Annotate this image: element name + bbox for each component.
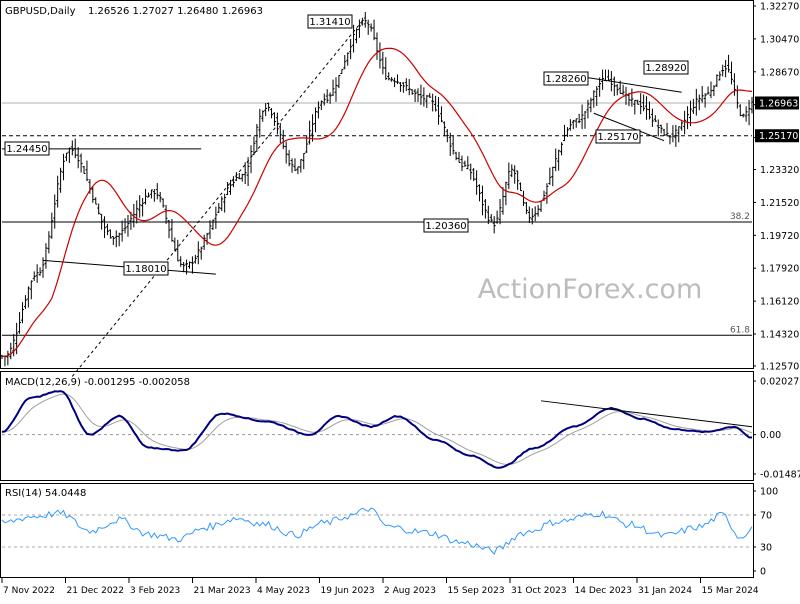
- current-price-label: 1.26963: [759, 98, 798, 109]
- y-tick-label: 1.17920: [760, 264, 799, 275]
- x-tick-label: 31 Jan 2024: [638, 586, 692, 596]
- annotation-label: 1.28920: [645, 63, 686, 74]
- rsi-panel-frame: [0, 483, 754, 578]
- x-tick-label: 15 Sep 2023: [448, 586, 505, 596]
- annotation-box: [307, 14, 353, 29]
- annotation-label: 1.31410: [309, 17, 350, 28]
- rsi-y-tick-label: 0: [760, 567, 766, 578]
- macd-series: 0.02027 0.00 -0.014877: [1, 377, 800, 480]
- y-tick-label: 1.23320: [760, 165, 799, 176]
- price-annotation-3: 1.20360: [423, 218, 469, 233]
- price-y-axis: 1.322701.304701.286701.268701.250701.233…: [753, 2, 799, 373]
- channel-bottom-line: [593, 112, 665, 142]
- annotation-box: [123, 261, 169, 276]
- x-tick-label: 21 Dec 2022: [67, 586, 125, 596]
- price-panel-frame: [0, 0, 754, 369]
- x-tick-label: 31 Oct 2023: [511, 586, 567, 596]
- price-annotations: 1.24450 1.18010 1.31410 1.20360 1.28260 1.251…: [4, 14, 689, 276]
- y-tick-label: 1.32270: [760, 2, 799, 13]
- support-price-box: [755, 129, 799, 143]
- rsi-y-tick-label: 100: [760, 487, 778, 498]
- y-tick-label: 1.30470: [760, 34, 799, 45]
- rsi-y-tick-label: 30: [760, 543, 772, 554]
- channel-top-line: [582, 76, 682, 93]
- macd-line: [1, 390, 753, 469]
- current-price-box: [755, 96, 799, 110]
- macd-divergence-line: [541, 400, 753, 428]
- annotation-label: 1.18010: [125, 264, 166, 275]
- macd-panel-title: MACD(12,26,9) -0.001295 -0.002058: [5, 377, 190, 388]
- price-panel-title: GBPUSD,Daily: [5, 6, 76, 17]
- annotation-box: [543, 71, 589, 86]
- support-price-label: 1.25170: [759, 131, 798, 142]
- annotation-label: 1.25170: [597, 132, 638, 143]
- price-annotation-4: 1.28260: [543, 71, 589, 86]
- x-tick-label: 21 Mar 2023: [194, 586, 251, 596]
- y-tick-label: 1.14320: [760, 330, 799, 341]
- annotation-label: 1.24450: [6, 144, 47, 155]
- annotation-label: 1.28260: [545, 74, 586, 85]
- macd-y-tick-label: 0.00: [760, 430, 781, 441]
- watermark: ActionForex.com: [478, 274, 703, 305]
- annotation-box: [4, 141, 50, 156]
- x-tick-label: 14 Dec 2023: [575, 586, 633, 596]
- annotation-box: [595, 129, 641, 144]
- macd-y-tick-label: 0.02027: [760, 377, 799, 388]
- price-annotation-0: 1.24450: [4, 141, 50, 156]
- support-price-marker: 1.25170: [755, 129, 799, 143]
- price-annotation-6: 1.28920: [643, 60, 689, 75]
- y-tick-label: 1.28670: [760, 67, 799, 78]
- x-axis: 7 Nov 2022 21 Dec 2022 3 Feb 2023 21 Mar 20…: [1, 578, 759, 596]
- ohlc-readout: 1.26526 1.27027 1.26480 1.26963: [88, 6, 263, 17]
- fib-label-0: 38.2: [730, 212, 750, 222]
- y-tick-label: 1.19720: [760, 231, 799, 242]
- rsi-panel-title: RSI(14) 54.0448: [5, 488, 86, 499]
- annotation-label: 1.20360: [425, 221, 466, 232]
- rsi-series: 100 70 30 0: [1, 487, 778, 578]
- annotation-box: [643, 60, 689, 75]
- price-annotation-2: 1.31410: [307, 14, 353, 29]
- y-tick-label: 1.21520: [760, 198, 799, 209]
- price-series: [0, 12, 754, 367]
- x-tick-label: 4 May 2023: [257, 586, 310, 596]
- annotation-box: [423, 218, 469, 233]
- current-price-marker: 1.26963: [755, 96, 799, 110]
- y-tick-label: 1.12570: [760, 362, 799, 373]
- x-tick-label: 2 Aug 2023: [384, 586, 436, 596]
- macd-y-tick-label: -0.014877: [760, 469, 800, 480]
- rsi-y-tick-label: 70: [760, 511, 772, 522]
- moving-average-line: [2, 47, 753, 357]
- rsi-line: [1, 507, 753, 555]
- price-annotation-1: 1.18010: [123, 261, 169, 276]
- x-tick-label: 15 Mar 2024: [702, 586, 759, 596]
- fib-label-1: 61.8: [730, 325, 750, 335]
- x-tick-label: 7 Nov 2022: [3, 586, 55, 596]
- price-annotation-5: 1.25170: [595, 129, 641, 144]
- rising-trendline: [71, 17, 366, 377]
- x-tick-label: 19 Jun 2023: [321, 586, 375, 596]
- y-tick-label: 1.16120: [760, 297, 799, 308]
- x-tick-label: 3 Feb 2023: [130, 586, 180, 596]
